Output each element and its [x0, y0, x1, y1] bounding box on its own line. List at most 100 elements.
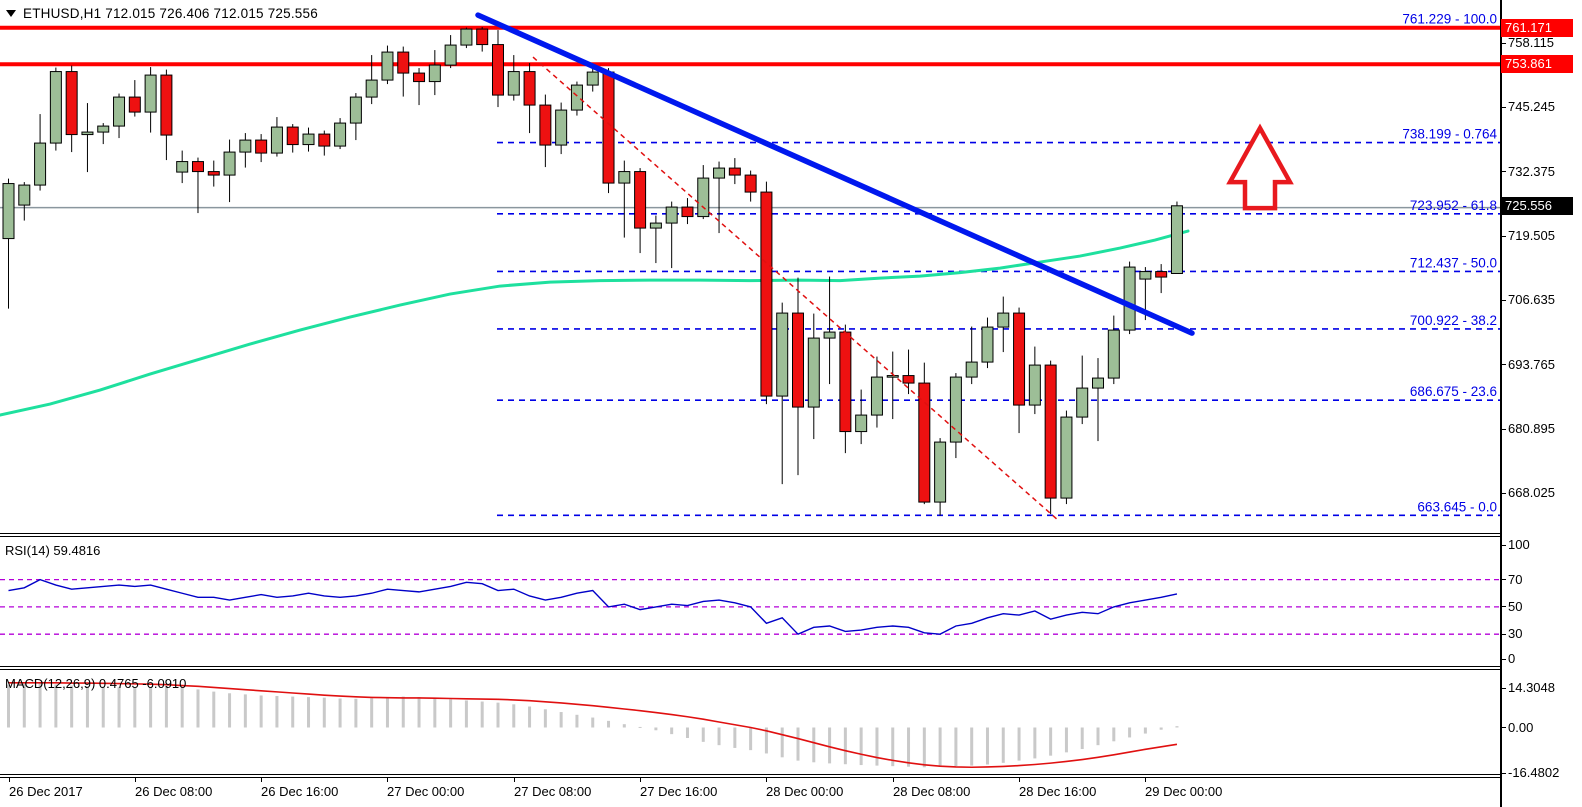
candle — [981, 326, 994, 363]
dropdown-triangle-icon[interactable] — [6, 10, 16, 17]
macd-histogram-bar — [464, 700, 468, 728]
descending-trendline — [475, 12, 1195, 336]
candle — [334, 122, 347, 147]
candle — [934, 441, 947, 503]
macd-histogram-bar — [307, 697, 311, 728]
pane-separator[interactable] — [0, 774, 1582, 778]
macd-histogram-bar — [685, 727, 689, 738]
macd-histogram-bar — [38, 683, 42, 728]
dashed-trendline — [532, 56, 1059, 521]
candle — [1107, 329, 1120, 379]
candle — [523, 71, 536, 106]
macd-histogram-bar — [164, 686, 168, 728]
candle — [1013, 312, 1026, 406]
axis-tick — [1500, 687, 1506, 689]
macd-axis-label: -16.4802 — [1508, 765, 1560, 780]
candle — [681, 206, 694, 218]
time-tick-label: 28 Dec 16:00 — [1019, 784, 1097, 799]
candle — [286, 126, 299, 146]
candle — [539, 104, 552, 146]
macd-label: MACD(12,26,9) 0.4765 -6.0910 — [5, 676, 187, 691]
macd-histogram-bar — [575, 714, 579, 728]
macd-histogram-bar — [22, 683, 26, 728]
macd-histogram-bar — [480, 701, 484, 728]
time-axis[interactable]: 26 Dec 2017 26 Dec 08:00 26 Dec 16:00 27 De… — [0, 777, 1500, 807]
candle — [270, 126, 283, 154]
main-price-pane[interactable]: 761.229 - 100.0 738.199 - 0.764 723.952 - … — [0, 0, 1503, 533]
candle — [744, 174, 757, 193]
candle — [113, 96, 126, 127]
pane-separator[interactable] — [0, 666, 1582, 670]
candle — [444, 44, 457, 66]
time-tick-label: 28 Dec 08:00 — [893, 784, 971, 799]
price-axis-label: 693.765 — [1508, 356, 1555, 372]
candle — [713, 167, 726, 179]
macd-histogram-bar — [622, 724, 626, 728]
macd-histogram-bar — [385, 697, 389, 728]
candle — [239, 139, 252, 153]
candle — [144, 74, 157, 113]
time-tick-label: 27 Dec 00:00 — [387, 784, 465, 799]
candle — [81, 131, 94, 136]
price-axis-label: 680.895 — [1508, 421, 1555, 437]
candle — [65, 71, 78, 136]
time-tick-label: 29 Dec 00:00 — [1145, 784, 1223, 799]
macd-histogram-bar — [1159, 727, 1163, 730]
axis-separator-line — [1500, 0, 1502, 807]
axis-tick — [1500, 606, 1506, 608]
macd-histogram-bar — [275, 696, 279, 728]
candle — [807, 337, 820, 408]
rsi-axis-label: 100 — [1508, 537, 1530, 552]
rsi-axis-label: 50 — [1508, 598, 1523, 614]
price-scale-column[interactable]: 758.115 745.245 732.375 719.505 706.635 693.7… — [1500, 0, 1582, 807]
axis-tick — [1500, 42, 1506, 44]
candle — [1044, 364, 1057, 499]
macd-histogram-bar — [891, 727, 895, 767]
fib-level-label: 686.675 - 23.6 — [1410, 384, 1497, 399]
macd-histogram-bar — [733, 727, 737, 748]
rsi-line — [8, 578, 1178, 636]
macd-histogram-bar — [196, 689, 200, 728]
axis-tick — [1500, 633, 1506, 635]
macd-histogram-bar — [212, 691, 216, 728]
candle — [602, 71, 615, 184]
candle — [728, 167, 741, 176]
time-tick — [261, 777, 262, 782]
macd-histogram-bar — [101, 686, 105, 728]
macd-histogram-bar — [985, 727, 989, 765]
candle — [49, 71, 62, 144]
candle — [413, 72, 426, 83]
candle — [1092, 377, 1105, 389]
macd-histogram-bar — [322, 697, 326, 728]
rsi-label: RSI(14) 59.4816 — [5, 543, 101, 558]
axis-tick — [1500, 235, 1506, 237]
macd-histogram-bar — [1001, 727, 1005, 763]
rsi-axis-label: 0 — [1508, 651, 1516, 666]
candle — [1170, 205, 1183, 274]
macd-histogram-bar — [543, 709, 547, 728]
macd-histogram-bar — [922, 727, 926, 768]
axis-tick — [1500, 171, 1506, 173]
rsi-indicator-pane[interactable] — [0, 537, 1503, 666]
macd-signal-line — [8, 681, 1178, 769]
candle — [570, 84, 583, 111]
macd-histogram-bar — [717, 727, 721, 746]
pane-separator[interactable] — [0, 533, 1582, 537]
candle — [97, 125, 110, 133]
macd-histogram-bar — [401, 696, 405, 728]
candle — [918, 382, 931, 503]
candle — [255, 139, 268, 154]
candle — [965, 361, 978, 378]
time-tick-label: 26 Dec 08:00 — [135, 784, 213, 799]
macd-histogram-bar — [528, 706, 532, 728]
candle — [128, 96, 141, 113]
candle — [776, 312, 789, 397]
current-price-box: 725.556 — [1501, 196, 1573, 215]
macd-histogram-bar — [1033, 727, 1037, 759]
macd-histogram-bar — [970, 727, 974, 766]
macd-indicator-pane[interactable] — [0, 670, 1503, 774]
macd-histogram-bar — [449, 699, 453, 728]
macd-histogram-bar — [85, 686, 89, 728]
axis-tick — [1500, 579, 1506, 581]
macd-histogram-bar — [70, 685, 74, 728]
